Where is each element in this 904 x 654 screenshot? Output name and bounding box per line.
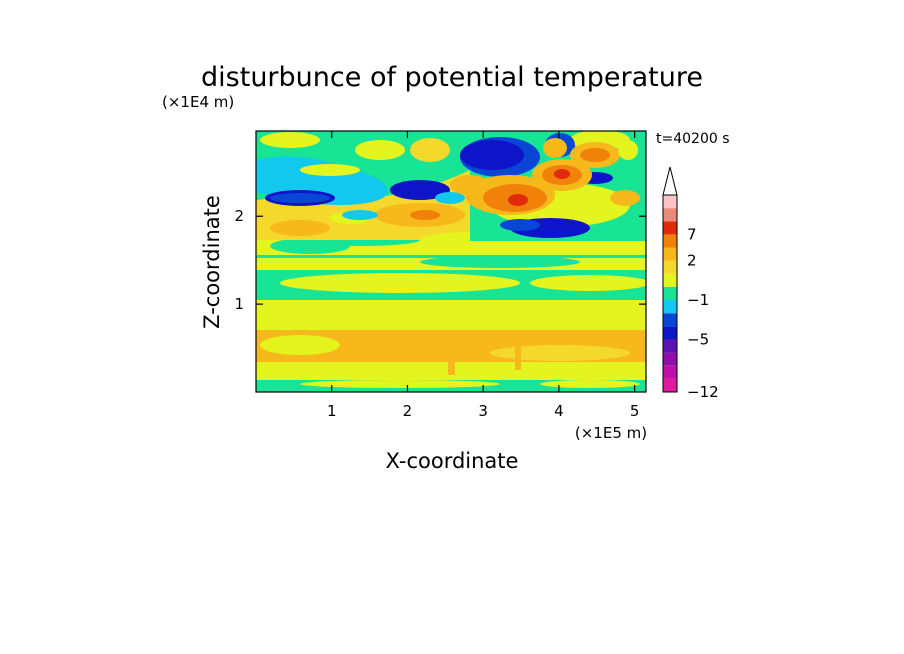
colorbar-frame [662, 194, 678, 393]
contour-patch [355, 140, 405, 160]
colorbar-tick-label: 2 [687, 252, 697, 270]
colorbar-swatch [663, 286, 677, 301]
colorbar: −12−5−127 [662, 166, 719, 401]
y-axis: 12 [234, 207, 646, 313]
contour-patch [500, 219, 540, 231]
contour-patch [410, 138, 450, 162]
colorbar-swatch [663, 208, 677, 222]
x-tick-label: 4 [554, 402, 564, 420]
contour-patch [540, 380, 640, 388]
contour-patch [420, 256, 580, 268]
contour-patch [260, 335, 340, 355]
contour-patch [508, 194, 528, 206]
contour-patch [618, 140, 638, 160]
plot-frame [255, 130, 647, 393]
x-axis: 1 2 3 4 5 [327, 131, 639, 420]
x-unit-label: (×1E5 m) [575, 424, 647, 442]
y-tick-label: 1 [234, 295, 244, 313]
colorbar-extend-arrow [662, 166, 678, 196]
temperature-field [256, 131, 646, 392]
contour-patch [435, 192, 465, 204]
x-tick-label: 1 [327, 402, 337, 420]
colorbar-tick-label: −12 [687, 383, 719, 401]
colorbar-swatch [663, 195, 677, 209]
colorbar-swatch [663, 339, 677, 353]
contour-patch [390, 180, 450, 200]
y-tick-label: 2 [234, 207, 244, 225]
y-unit-label: (×1E4 m) [162, 93, 234, 111]
contour-patch [450, 175, 490, 195]
colorbar-tick-label: −5 [687, 330, 709, 348]
contour-patch [554, 169, 570, 179]
contour-patch [610, 190, 640, 206]
contour-patch [580, 148, 610, 162]
contour-patch [270, 220, 330, 236]
colorbar-tick-label: 7 [687, 225, 697, 243]
x-axis-label: X-coordinate [386, 449, 519, 473]
x-tick-label: 3 [478, 402, 488, 420]
colorbar-swatch [663, 326, 677, 340]
colorbar-tick-label: −1 [687, 291, 709, 309]
colorbar-swatch [663, 247, 677, 261]
contour-patch [342, 210, 378, 220]
contour-patch [448, 335, 455, 375]
contour-patch [260, 132, 320, 148]
contour-patch [530, 275, 646, 291]
contour-patch [410, 210, 440, 220]
colorbar-swatch [663, 273, 677, 287]
colorbar-swatch [663, 221, 677, 235]
contour-patch [543, 138, 567, 158]
contour-patch [490, 345, 630, 361]
time-label: t=40200 s [656, 131, 730, 147]
y-axis-label: Z-coordinate [200, 195, 224, 329]
contour-band [256, 300, 646, 330]
chart-title: disturbunce of potential temperature [201, 62, 703, 93]
contour-patch [515, 340, 521, 370]
colorbar-swatch [663, 352, 677, 366]
x-tick-label: 5 [630, 402, 640, 420]
contour-patch [280, 273, 520, 293]
x-tick-label: 2 [403, 402, 413, 420]
contour-patch [460, 140, 524, 170]
colorbar-swatch [663, 260, 677, 274]
colorbar-swatch [663, 378, 677, 392]
contour-patch [300, 380, 500, 388]
colorbar-swatch [663, 313, 677, 327]
contour-patch [270, 193, 330, 203]
colorbar-swatch [663, 365, 677, 379]
colorbar-swatch [663, 234, 677, 248]
contour-patch [300, 164, 360, 176]
colorbar-swatch [663, 300, 677, 314]
